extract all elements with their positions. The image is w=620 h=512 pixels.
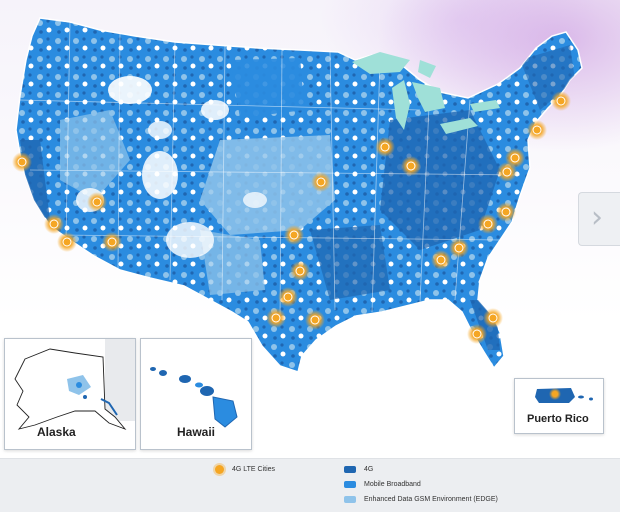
lte-city-chicago xyxy=(375,137,395,157)
puerto-rico-shape xyxy=(535,388,593,403)
lte-city-indianapolis xyxy=(401,156,421,176)
lte-city-atlanta xyxy=(449,238,469,258)
chevron-right-icon: › xyxy=(591,200,603,235)
mobile-broadband-swatch xyxy=(344,481,356,488)
lte-city-houston xyxy=(305,310,325,330)
legend: 4G LTE Cities 4G Mobile Broadband Enhanc… xyxy=(0,458,620,512)
lte-city-la xyxy=(44,214,64,234)
lte-city-dallas xyxy=(290,261,310,281)
alaska-label: Alaska xyxy=(37,425,76,439)
lte-city-nyc xyxy=(527,120,547,140)
us-coverage-map xyxy=(12,17,583,373)
lte-city-raleigh xyxy=(496,202,516,222)
lte-swatch-icon xyxy=(215,465,224,474)
legend-label-lte: 4G LTE Cities xyxy=(232,466,276,473)
lte-city-sd xyxy=(57,232,77,252)
lte-city-birmingham xyxy=(431,250,451,270)
lte-city-baltimore xyxy=(505,148,525,168)
legend-label-edge: Enhanced Data GSM Environment (EDGE) xyxy=(364,496,498,503)
hawaii-shape xyxy=(150,367,238,428)
next-button[interactable]: › xyxy=(578,192,620,246)
inset-hawaii: Hawaii xyxy=(140,338,252,450)
lte-city-phoenix xyxy=(102,232,122,252)
lte-city-markers xyxy=(12,91,571,344)
4g-swatch xyxy=(344,466,356,473)
hawaii-label: Hawaii xyxy=(177,425,216,439)
lte-city-austin xyxy=(278,287,298,307)
lte-city-boston xyxy=(551,91,571,111)
lte-city-tampa xyxy=(467,324,487,344)
legend-label-4g: 4G xyxy=(364,466,374,473)
inset-alaska: Alaska xyxy=(4,338,136,450)
puerto-rico-label: Puerto Rico xyxy=(527,413,589,425)
edge-swatch xyxy=(344,496,356,503)
lte-city-okc xyxy=(284,225,304,245)
lte-city-san-antonio xyxy=(266,308,286,328)
lte-city-lv xyxy=(87,192,107,212)
lte-city-kc xyxy=(311,172,331,192)
lte-city-sf xyxy=(12,152,32,172)
legend-label-mobile-broadband: Mobile Broadband xyxy=(364,481,421,488)
lte-city-orlando xyxy=(483,308,503,328)
coverage-texture xyxy=(19,21,575,350)
inset-puerto-rico: Puerto Rico xyxy=(514,378,604,434)
alaska-shape xyxy=(14,339,135,431)
great-lakes xyxy=(352,52,500,134)
lte-city-charlotte xyxy=(478,214,498,234)
